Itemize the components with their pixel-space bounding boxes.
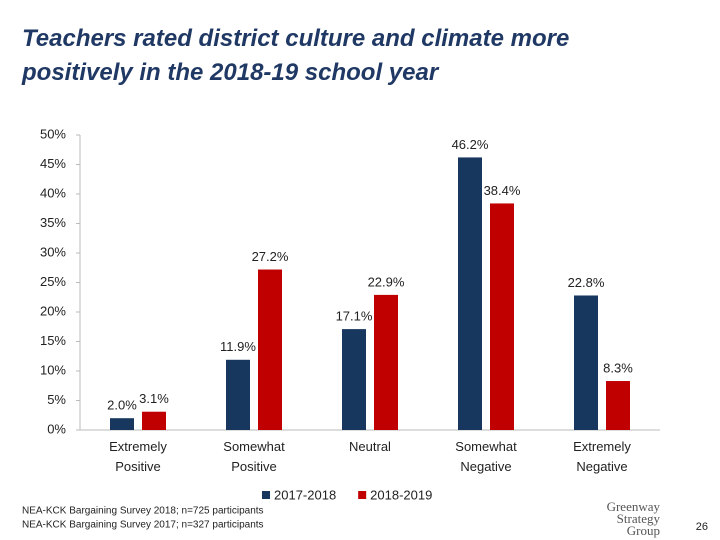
data-label: 8.3% (603, 360, 633, 375)
y-tick-label: 5% (47, 392, 66, 407)
y-tick-label: 35% (40, 215, 66, 230)
bar (458, 157, 482, 431)
bar (258, 269, 282, 430)
title-line: Teachers rated district culture and clim… (22, 25, 569, 52)
x-tick-label: Extremely Positive (109, 439, 167, 474)
data-label: 2.0% (107, 398, 137, 413)
y-tick-label: 45% (40, 156, 66, 171)
logo-text: Group (627, 523, 660, 538)
legend-label: 2018-2019 (370, 487, 432, 502)
bar (110, 418, 134, 430)
data-label: 22.8% (568, 275, 605, 290)
bar (574, 295, 598, 430)
y-tick-label: 40% (40, 185, 66, 200)
bar (142, 411, 166, 430)
logo-text: Greenway (607, 499, 661, 514)
data-label: 46.2% (452, 137, 489, 152)
y-tick-label: 15% (40, 333, 66, 348)
footnote: NEA-KCK Bargaining Survey 2017; n=327 pa… (22, 520, 264, 531)
x-tick-label: Extremely Negative (573, 439, 631, 474)
title-line: positively in the 2018-19 school year (21, 59, 440, 86)
page-number: 26 (696, 521, 708, 533)
data-label: 17.1% (336, 309, 373, 324)
bar (342, 329, 366, 430)
data-label: 3.1% (139, 391, 169, 406)
y-tick-label: 20% (40, 303, 66, 318)
data-label: 27.2% (252, 249, 289, 264)
bar (490, 203, 514, 430)
x-tick-label: Somewhat Negative (455, 439, 517, 474)
legend-label: 2017-2018 (274, 487, 336, 502)
data-label: 11.9% (220, 339, 256, 354)
y-tick-label: 10% (40, 362, 66, 377)
x-tick-label: Neutral (349, 439, 391, 454)
bar (606, 381, 630, 430)
footnote: NEA-KCK Bargaining Survey 2018; n=725 pa… (22, 506, 264, 517)
data-label: 38.4% (484, 183, 521, 198)
x-tick-label: Somewhat Positive (223, 439, 285, 474)
y-tick-label: 50% (40, 126, 66, 141)
logo-text: Strategy (617, 511, 661, 526)
y-tick-label: 25% (40, 274, 66, 289)
bar (374, 294, 398, 430)
y-tick-label: 30% (40, 244, 66, 259)
legend-swatch (262, 491, 270, 499)
bar (226, 359, 250, 430)
data-label: 22.9% (368, 274, 405, 289)
legend-swatch (358, 491, 367, 499)
y-tick-label: 0% (47, 421, 66, 436)
